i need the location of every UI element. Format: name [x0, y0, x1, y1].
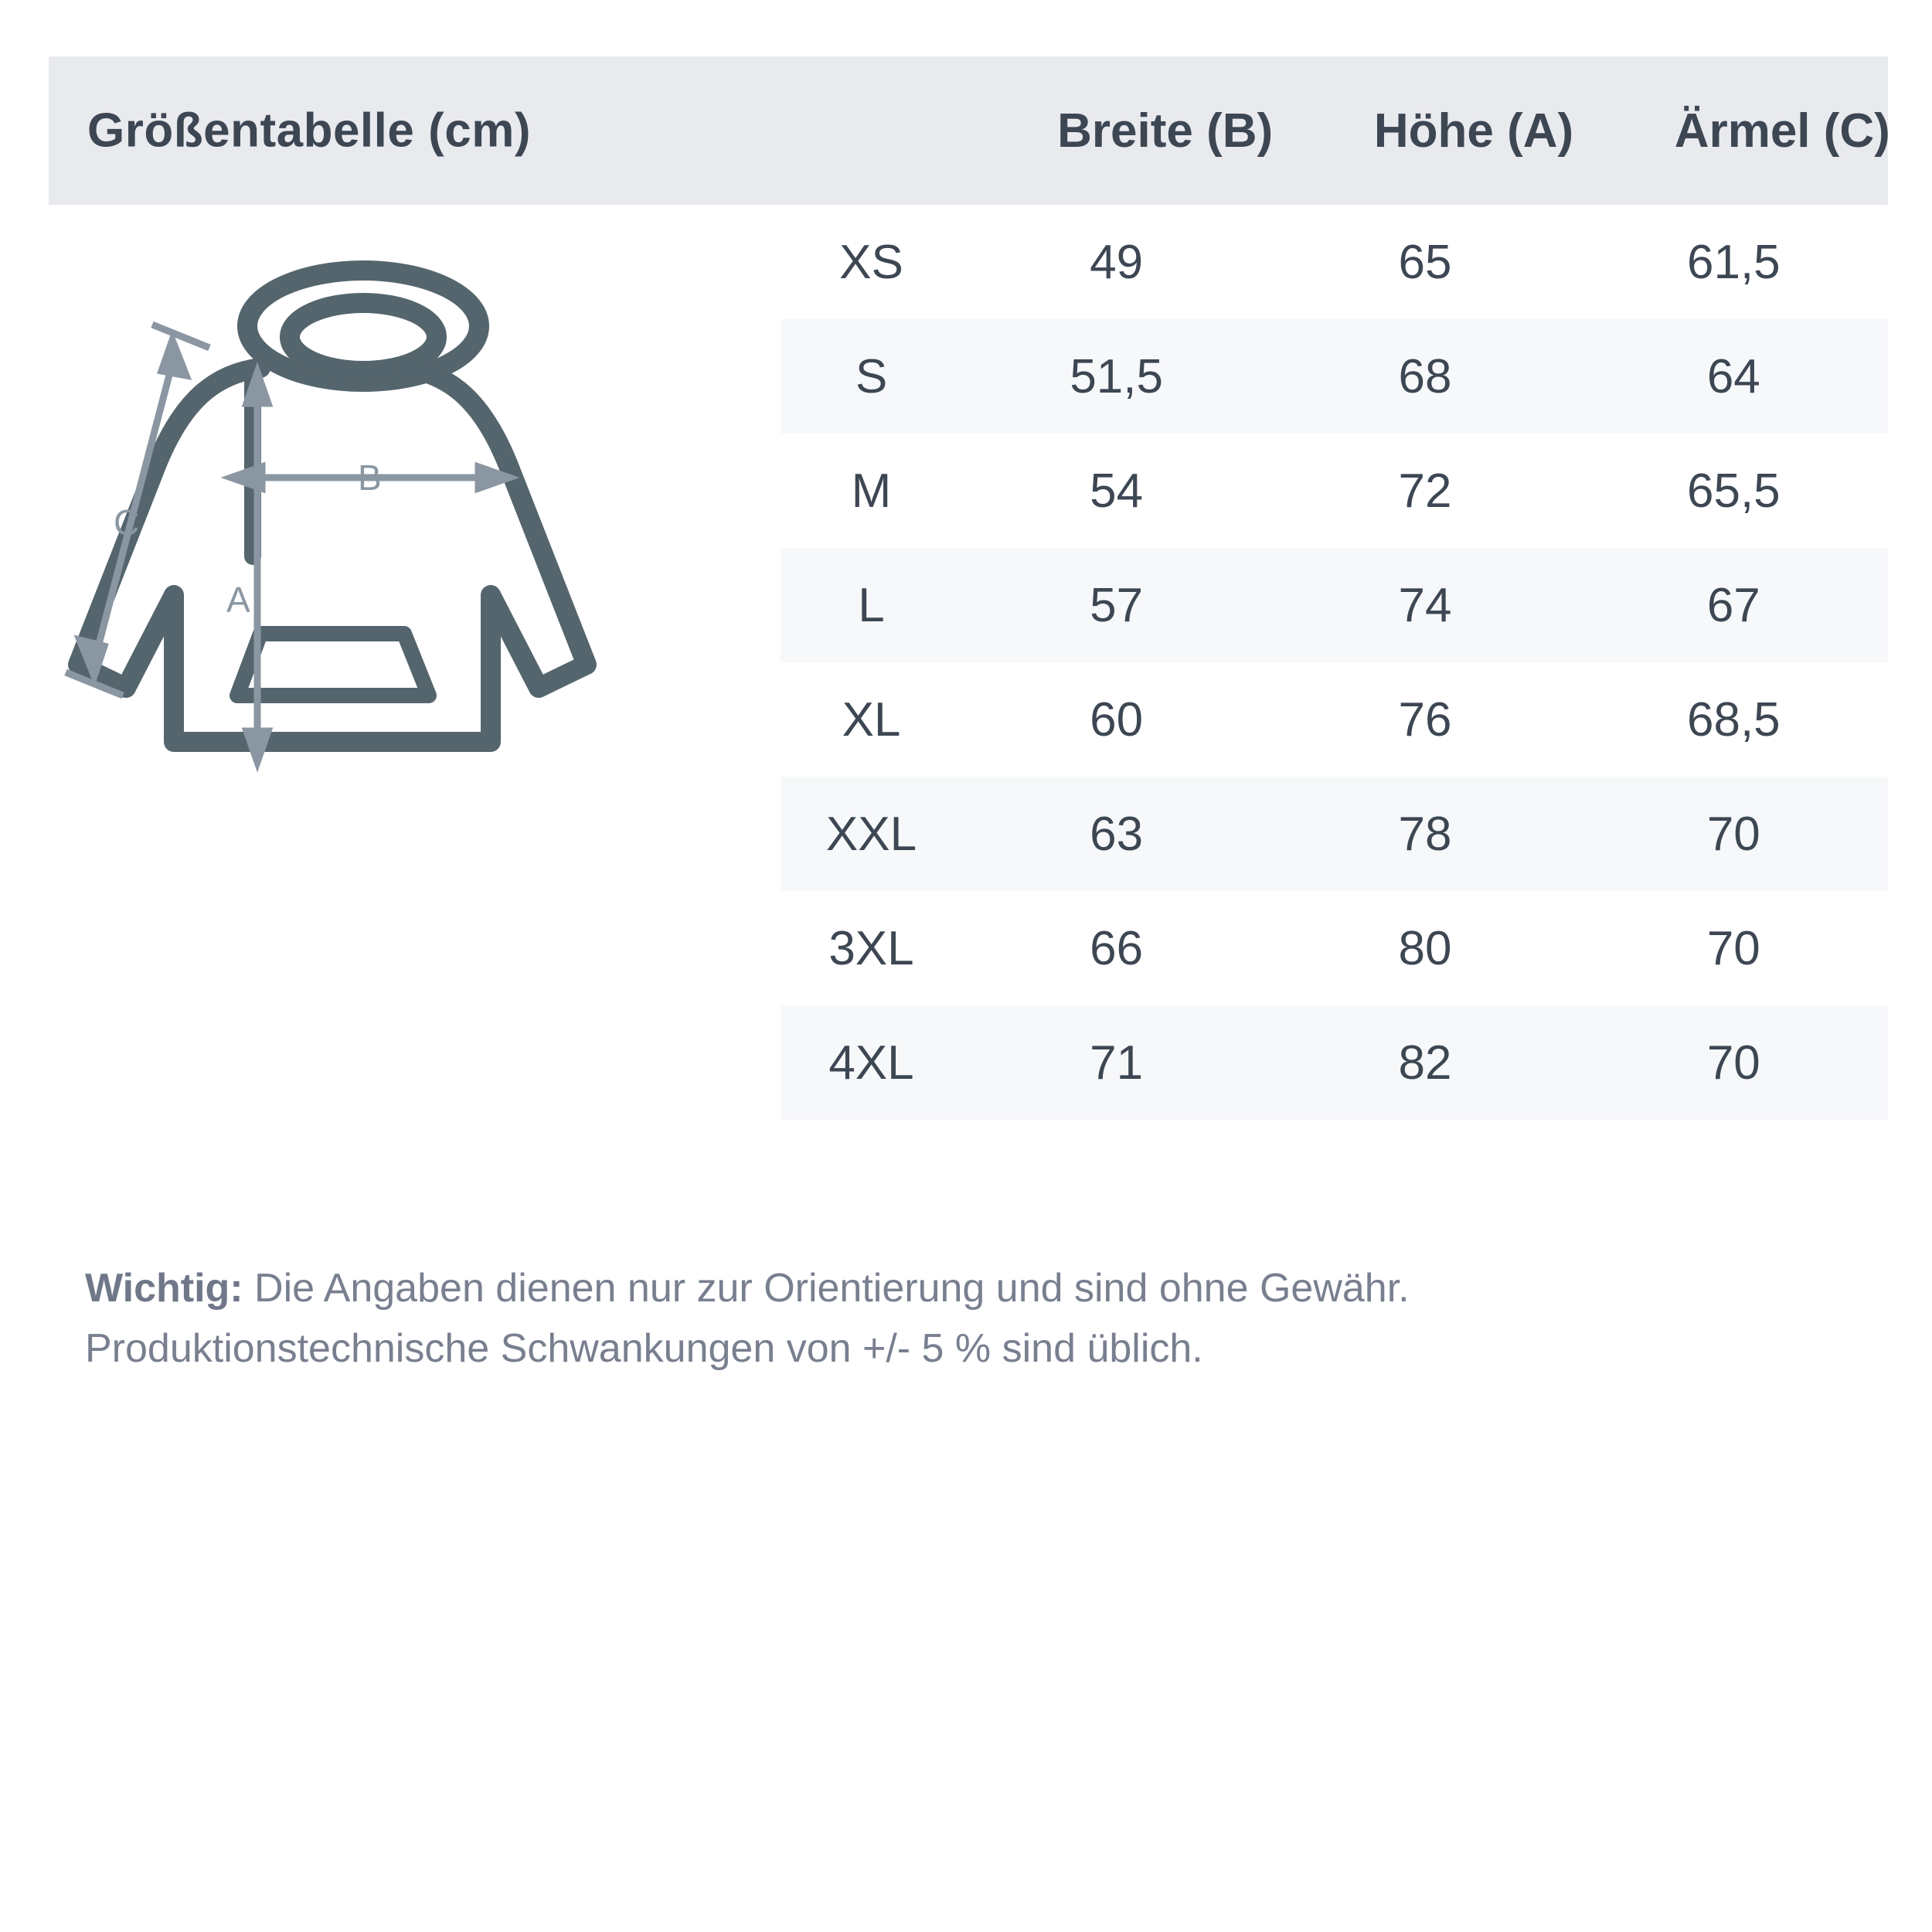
cell-size: M	[851, 464, 892, 518]
cell-size: S	[855, 349, 888, 403]
cell-size: 3XL	[828, 921, 914, 975]
column-header-breite: Breite (B)	[1057, 104, 1274, 158]
cell-size: XL	[842, 692, 901, 747]
cell-aermel: 65,5	[1686, 464, 1781, 518]
disclaimer-line-2: Produktionstechnische Schwankungen von +…	[85, 1326, 1203, 1371]
table-header-band: Größentabelle (cm) Breite (B) Höhe (A) Ä…	[49, 56, 1890, 205]
cell-hoehe: 65	[1398, 235, 1452, 289]
cell-size: 4XL	[828, 1036, 914, 1090]
table-row: XS 49 65 61,5	[781, 205, 1888, 319]
dimension-line-b: B	[220, 457, 520, 498]
cell-breite: 54	[1090, 464, 1144, 518]
dimension-line-c: C	[64, 321, 211, 699]
cell-hoehe: 74	[1398, 578, 1452, 632]
hoodie-diagram: C A B	[58, 232, 753, 819]
cell-aermel: 67	[1706, 578, 1760, 632]
cell-hoehe: 78	[1398, 807, 1452, 861]
cell-hoehe: 80	[1398, 921, 1452, 975]
table-row: XXL 63 78 70	[781, 777, 1888, 891]
dimension-label-c: C	[114, 502, 139, 543]
table-row: 4XL 71 82 70	[781, 1005, 1888, 1120]
column-header-row: Breite (B) Höhe (A) Ärmel (C)	[829, 56, 1932, 205]
cell-breite: 49	[1090, 235, 1144, 289]
cell-breite: 51,5	[1070, 349, 1163, 403]
table-row: M 54 72 65,5	[781, 434, 1888, 548]
dimension-arrows: C A B	[64, 321, 520, 773]
cell-hoehe: 72	[1398, 464, 1452, 518]
cell-aermel: 68,5	[1686, 692, 1781, 747]
disclaimer-line-1: Die Angaben dienen nur zur Orientierung …	[243, 1266, 1410, 1311]
cell-breite: 57	[1090, 578, 1144, 632]
table-row: S 51,5 68 64	[781, 319, 1888, 434]
cell-size: XS	[839, 235, 903, 289]
disclaimer-note: Wichtig: Die Angaben dienen nur zur Orie…	[85, 1258, 1878, 1379]
cell-aermel: 64	[1706, 349, 1760, 403]
hoodie-outline-icon	[68, 260, 597, 752]
cell-breite: 60	[1090, 692, 1144, 747]
cell-size: XXL	[825, 807, 917, 861]
dimension-label-a: A	[226, 580, 250, 620]
dimension-label-b: B	[358, 457, 382, 498]
column-header-hoehe: Höhe (A)	[1373, 104, 1574, 158]
cell-aermel: 61,5	[1686, 235, 1781, 289]
disclaimer-lead: Wichtig:	[85, 1266, 243, 1311]
table-row: L 57 74 67	[781, 548, 1888, 662]
cell-aermel: 70	[1706, 807, 1760, 861]
size-table: XS 49 65 61,5 S 51,5 68 64 M 54 72 65,5 …	[781, 205, 1888, 1120]
cell-hoehe: 82	[1398, 1036, 1452, 1090]
cell-breite: 63	[1090, 807, 1144, 861]
cell-aermel: 70	[1706, 1036, 1760, 1090]
cell-breite: 71	[1090, 1036, 1144, 1090]
cell-breite: 66	[1090, 921, 1144, 975]
page-title: Größentabelle (cm)	[87, 104, 531, 158]
cell-aermel: 70	[1706, 921, 1760, 975]
column-header-aermel: Ärmel (C)	[1674, 104, 1890, 158]
cell-hoehe: 68	[1398, 349, 1452, 403]
cell-hoehe: 76	[1398, 692, 1452, 747]
table-row: 3XL 66 80 70	[781, 891, 1888, 1005]
dimension-line-a: A	[226, 362, 274, 773]
cell-size: L	[858, 578, 885, 632]
table-row: XL 60 76 68,5	[781, 662, 1888, 777]
